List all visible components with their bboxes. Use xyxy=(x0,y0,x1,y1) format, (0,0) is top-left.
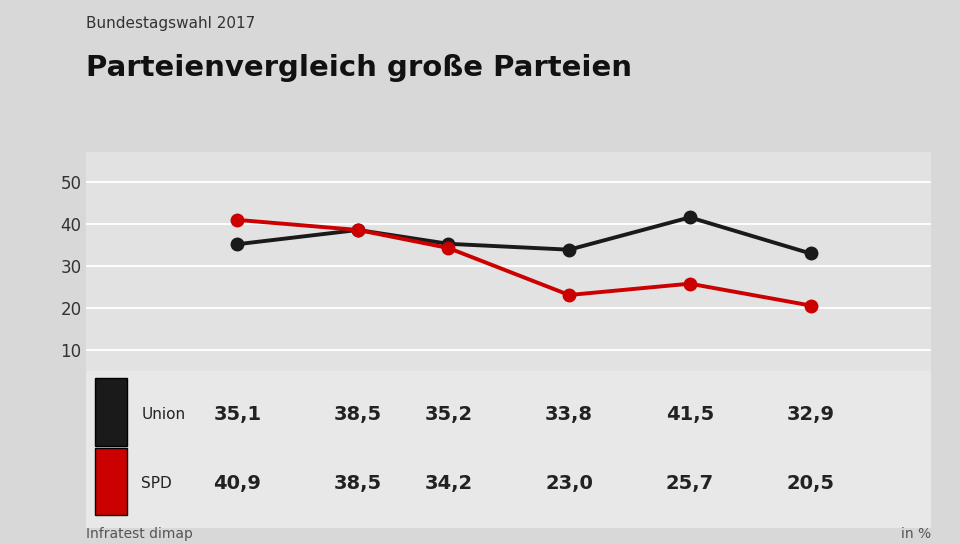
Text: 34,2: 34,2 xyxy=(424,474,472,493)
Text: Parteienvergleich große Parteien: Parteienvergleich große Parteien xyxy=(86,54,633,82)
Text: SPD: SPD xyxy=(141,476,172,491)
Text: 38,5: 38,5 xyxy=(334,474,382,493)
Text: 32,9: 32,9 xyxy=(786,405,834,424)
FancyBboxPatch shape xyxy=(95,379,127,446)
Text: 35,2: 35,2 xyxy=(424,405,472,424)
Text: 25,7: 25,7 xyxy=(666,474,714,493)
Text: 20,5: 20,5 xyxy=(786,474,834,493)
Text: Infratest dimap: Infratest dimap xyxy=(86,527,193,541)
Text: 33,8: 33,8 xyxy=(545,405,593,424)
Text: 35,1: 35,1 xyxy=(213,405,261,424)
Text: 41,5: 41,5 xyxy=(665,405,714,424)
Text: Bundestagswahl 2017: Bundestagswahl 2017 xyxy=(86,16,255,32)
Text: in %: in % xyxy=(901,527,931,541)
FancyBboxPatch shape xyxy=(95,448,127,515)
Text: 38,5: 38,5 xyxy=(334,405,382,424)
Text: 23,0: 23,0 xyxy=(545,474,593,493)
Text: Union: Union xyxy=(141,407,185,422)
Text: 40,9: 40,9 xyxy=(213,474,261,493)
